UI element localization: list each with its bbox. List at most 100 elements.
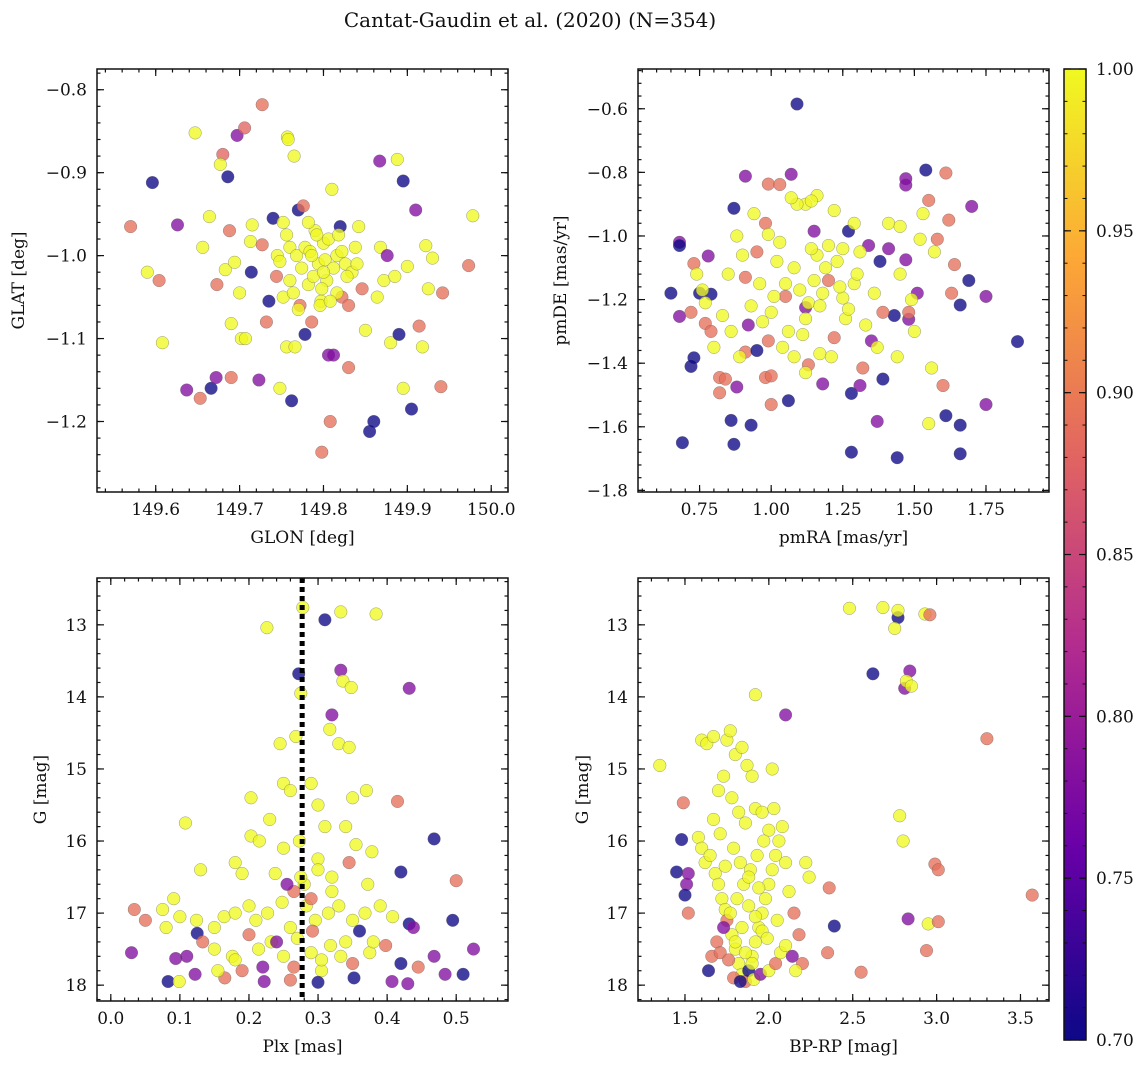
data-point	[767, 802, 781, 816]
data-point	[882, 242, 896, 256]
data-point	[261, 906, 275, 920]
data-point	[919, 944, 934, 958]
data-point	[396, 174, 410, 188]
y-tick-label: 18	[606, 976, 628, 996]
data-point	[449, 874, 463, 888]
data-point	[789, 964, 803, 978]
data-point	[816, 377, 830, 391]
data-point	[765, 863, 779, 877]
data-point	[295, 261, 309, 275]
data-point	[436, 286, 450, 300]
x-tick-label: 149.7	[215, 500, 264, 520]
y-tick-label: 16	[606, 832, 628, 852]
data-point	[334, 663, 348, 677]
data-point	[235, 866, 249, 881]
data-point	[931, 915, 945, 929]
data-point	[816, 286, 830, 300]
y-tick-label: −1.8	[587, 481, 628, 501]
data-point	[202, 210, 216, 224]
data-point	[161, 974, 175, 989]
x-tick-label: 2.5	[839, 1009, 866, 1029]
data-point	[704, 324, 718, 338]
data-point	[305, 924, 320, 938]
y-tick-label: 15	[606, 760, 628, 780]
data-point	[919, 163, 933, 177]
data-point	[687, 351, 701, 365]
data-point	[180, 383, 194, 397]
x-tick-label: 1.00	[752, 500, 790, 520]
data-point	[366, 935, 380, 949]
data-point	[890, 350, 904, 364]
axes-frame	[96, 68, 509, 493]
data-point	[188, 967, 202, 981]
data-point	[891, 603, 905, 617]
data-point	[742, 870, 756, 884]
data-point	[268, 866, 282, 881]
data-point	[434, 380, 448, 394]
data-point	[730, 892, 744, 906]
data-point	[276, 949, 291, 963]
data-point	[180, 949, 194, 963]
data-point	[672, 238, 687, 253]
axes-frame	[637, 68, 1050, 493]
data-point	[388, 269, 402, 283]
data-point	[821, 238, 836, 253]
data-point	[744, 299, 758, 313]
data-point	[390, 152, 404, 166]
data-point	[841, 302, 856, 316]
data-point	[770, 913, 784, 927]
data-point	[385, 974, 399, 989]
data-point	[342, 740, 356, 754]
data-point	[292, 834, 306, 848]
data-point	[761, 177, 775, 191]
data-point	[870, 340, 884, 354]
data-point	[727, 841, 741, 855]
data-point	[298, 327, 312, 341]
data-point	[675, 436, 689, 450]
y-tick-label: −0.9	[46, 164, 87, 184]
data-point	[758, 892, 773, 906]
data-point	[939, 166, 953, 180]
data-point	[769, 848, 783, 862]
data-point	[238, 121, 252, 135]
data-point	[962, 273, 976, 288]
data-point	[291, 302, 305, 317]
data-point	[316, 265, 331, 279]
data-point	[681, 866, 695, 881]
data-point	[323, 938, 338, 953]
data-point	[750, 848, 764, 862]
x-tick-label: 0.1	[166, 1009, 193, 1029]
x-axis-label: pmRA [mas/yr]	[779, 528, 908, 548]
data-point	[902, 305, 916, 319]
colorbar-tick-label: 0.75	[1096, 869, 1134, 889]
data-point	[748, 688, 762, 702]
data-point	[859, 318, 873, 332]
data-point	[735, 248, 750, 262]
data-point	[172, 974, 186, 989]
x-tick-label: 0.75	[681, 500, 719, 520]
panel-bprp-g: 1.5 2.0 2.5 3.0 3.5 13 14 15 16 17 18 BP-RP [mag] G …	[573, 577, 1050, 1057]
data-point	[296, 199, 310, 213]
data-point	[931, 863, 945, 877]
data-point	[466, 942, 481, 956]
y-tick-label: −0.8	[46, 81, 87, 101]
data-point	[947, 258, 962, 272]
data-point	[273, 737, 287, 751]
data-point	[412, 319, 426, 333]
data-point	[717, 920, 731, 935]
data-point	[269, 269, 284, 283]
data-point	[359, 784, 373, 798]
data-point	[779, 708, 793, 722]
data-point	[344, 680, 358, 695]
data-point	[804, 242, 818, 256]
data-point	[283, 920, 297, 935]
y-tick-label: 13	[606, 616, 628, 636]
data-point	[740, 758, 754, 772]
data-point	[725, 791, 739, 805]
data-point	[283, 973, 297, 987]
data-point	[882, 216, 896, 230]
data-point	[188, 126, 202, 140]
data-point	[394, 956, 408, 971]
data-point	[773, 177, 787, 192]
y-tick-label: −1.2	[587, 291, 628, 311]
